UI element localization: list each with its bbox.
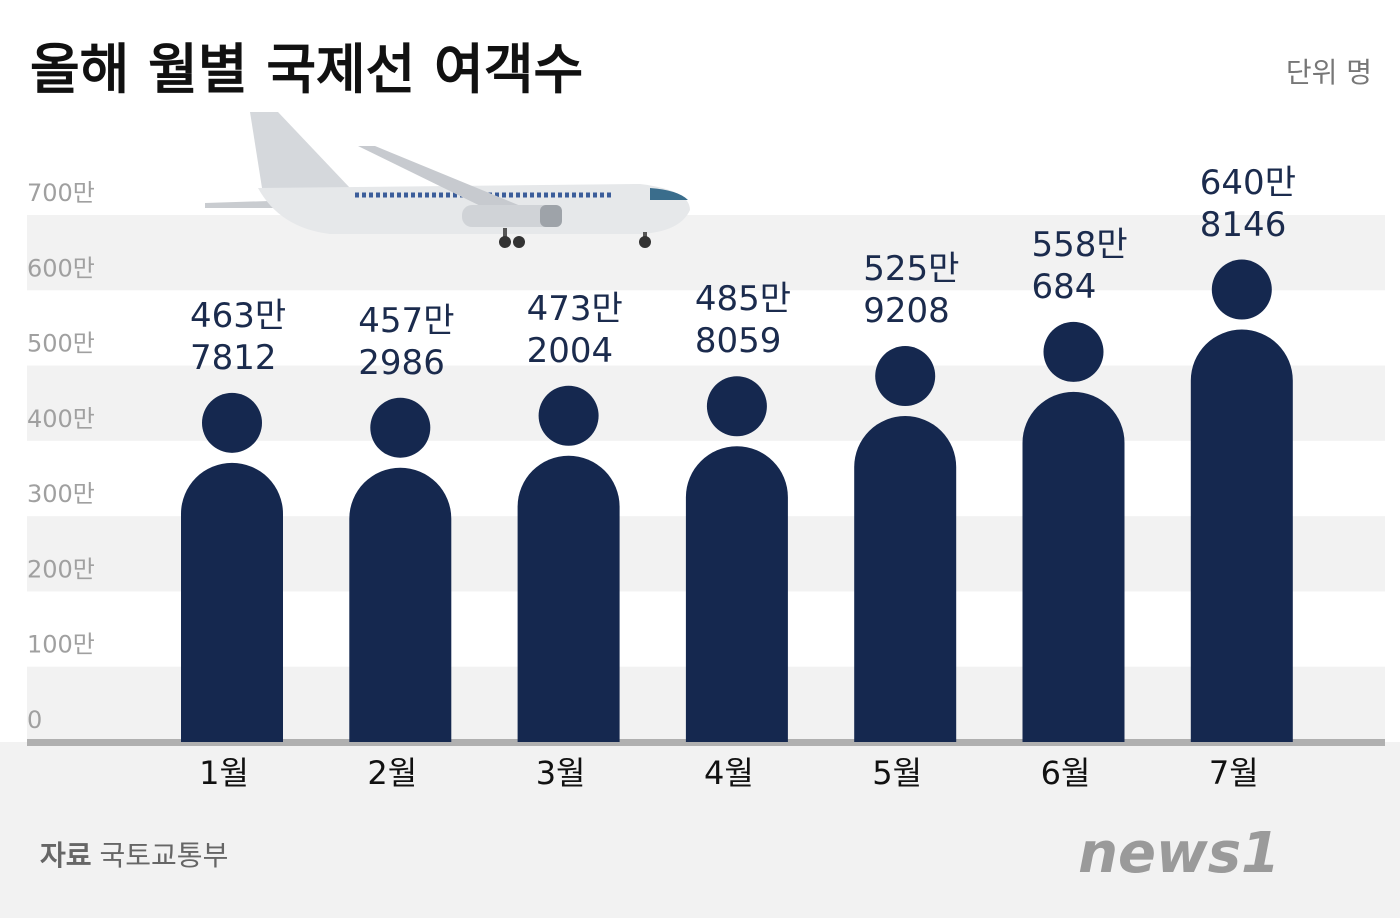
- value-label: 473만 2004: [526, 288, 623, 371]
- person-bar: [1190, 259, 1293, 742]
- head: [1043, 321, 1104, 382]
- x-tick-label: 6월: [1041, 754, 1091, 792]
- body: [854, 416, 957, 742]
- x-tick-label: 7월: [1209, 754, 1259, 792]
- value-label: 485만 8059: [694, 279, 792, 362]
- unit: 단위 명: [1286, 56, 1372, 89]
- y-tick-label: 500만: [27, 330, 95, 358]
- body: [1022, 391, 1125, 742]
- person-bar: [181, 392, 283, 742]
- y-tick-label: 0: [27, 706, 42, 734]
- x-tick-label: 2월: [367, 754, 417, 792]
- airplane: [205, 112, 690, 248]
- person-bar: [517, 385, 620, 742]
- chart-title: 올해 월별 국제선 여객수: [30, 38, 583, 101]
- y-tick-label: 700만: [27, 179, 95, 207]
- value-label: 457만 2986: [358, 300, 455, 383]
- y-tick-label: 400만: [27, 405, 95, 433]
- person-bar: [1022, 321, 1125, 742]
- head: [538, 385, 599, 446]
- logo: news1: [1078, 821, 1280, 886]
- value-label: 463만 7812: [190, 295, 287, 378]
- band: [27, 215, 1385, 291]
- baseline: [27, 739, 1385, 746]
- x-tick-label: 4월: [704, 754, 754, 792]
- source-label: 자료 국토교통부: [40, 839, 228, 872]
- body: [685, 446, 788, 742]
- head: [370, 397, 431, 458]
- y-tick-label: 200만: [27, 555, 95, 583]
- footer-bg: [0, 742, 1400, 918]
- value-label: 525만 9208: [863, 249, 960, 332]
- head: [202, 392, 262, 453]
- person-bar: [854, 346, 957, 742]
- head: [875, 346, 936, 407]
- x-tick-label: 5월: [872, 754, 922, 792]
- y-tick-label: 100만: [27, 631, 95, 659]
- x-tick-label: 1월: [199, 754, 249, 792]
- person-bar: [685, 376, 788, 742]
- x-tick-label: 3월: [536, 754, 586, 792]
- y-tick-label: 300만: [27, 480, 95, 508]
- head: [1211, 259, 1272, 320]
- value-label: 558만 684: [1031, 224, 1128, 307]
- body: [517, 455, 620, 742]
- y-tick-label: 600만: [27, 254, 95, 282]
- body: [1190, 329, 1293, 742]
- body: [181, 462, 283, 742]
- source-text: 국토교통부: [100, 839, 229, 872]
- body: [349, 467, 452, 742]
- source-key: 자료: [40, 839, 92, 872]
- head: [706, 376, 767, 437]
- person-bar: [349, 397, 452, 742]
- value-label: 640만 8146: [1199, 162, 1296, 245]
